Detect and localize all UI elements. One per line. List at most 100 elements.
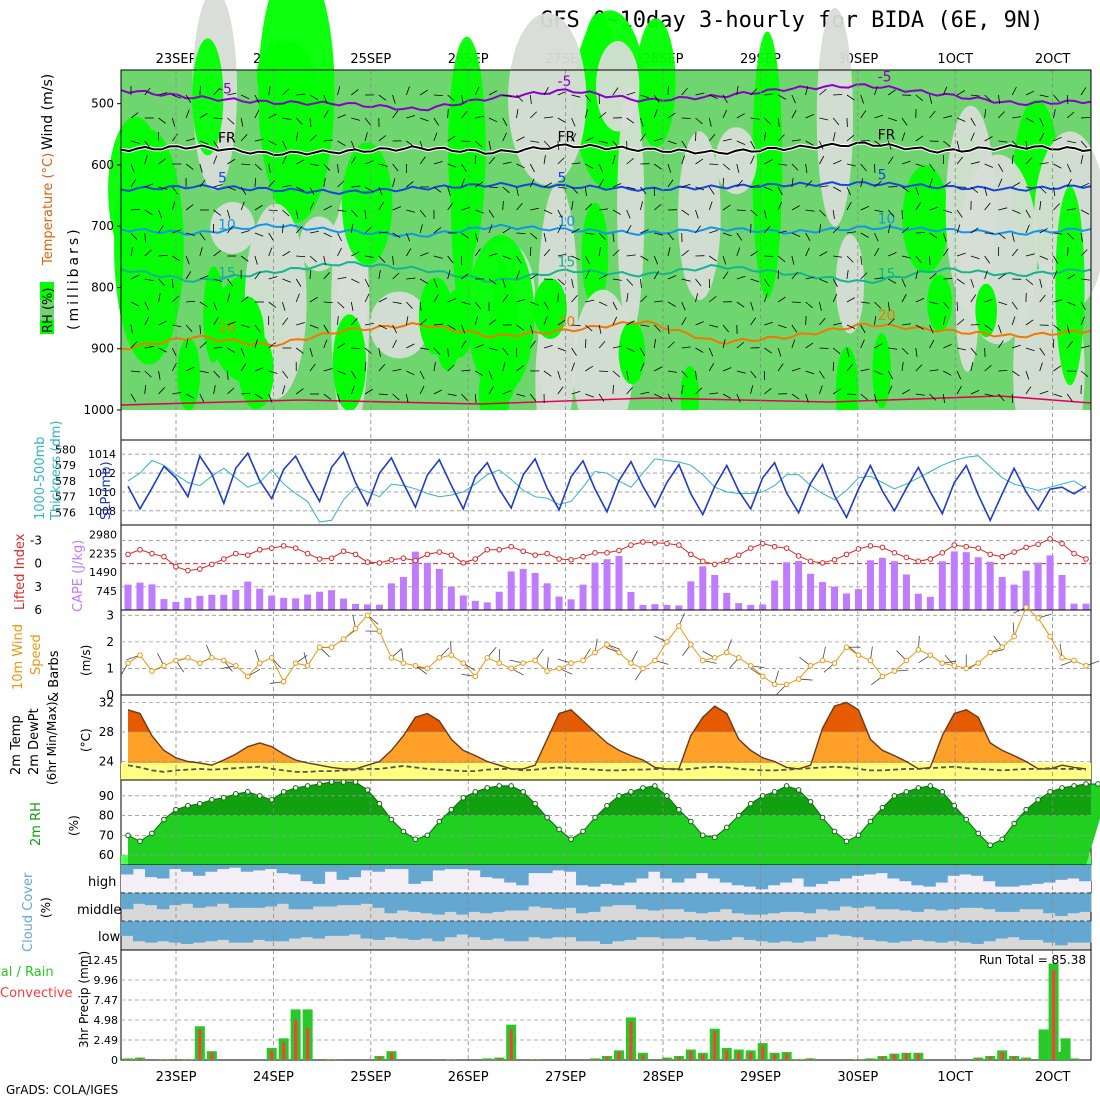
cape-bar (375, 604, 383, 610)
rh-line-point (676, 806, 682, 813)
wind-barb (185, 163, 194, 170)
cloud-bar (743, 865, 757, 887)
cloud-bar (408, 921, 421, 940)
rh-tick-label: 80 (99, 809, 114, 823)
cloud-bar (875, 865, 888, 874)
cloud-bar (995, 921, 1008, 939)
wind-barb (406, 301, 413, 309)
cape-bar (926, 596, 934, 610)
wind-barb (956, 209, 963, 218)
wind-speed-line-point (556, 665, 562, 672)
wind-barb (406, 277, 416, 280)
wind-barb (516, 163, 525, 169)
wind-barb (474, 181, 483, 188)
wind-barb (378, 393, 388, 396)
wind-speed-line-point (496, 660, 503, 666)
wind-barb (653, 94, 660, 103)
cloud-bar (635, 865, 649, 879)
wind-speed-line-point (879, 673, 886, 680)
thickness-tick-label: 579 (55, 459, 76, 472)
rh-line-point (855, 832, 862, 839)
wind-barb (956, 318, 965, 326)
wind-barb (1053, 324, 1061, 331)
temp-area-hot (128, 702, 986, 732)
wind-barb (929, 178, 933, 188)
cloud-bar (671, 865, 685, 883)
wind-barb (805, 393, 809, 403)
wind-barb (474, 86, 480, 96)
wind-barb (722, 204, 731, 211)
wind-barb (901, 293, 907, 303)
lifted-index-line-point (867, 543, 874, 549)
wind-barb (832, 293, 838, 303)
cape-bar (208, 594, 216, 610)
wind-barb (295, 209, 299, 219)
wind-speed-line-point (999, 644, 1005, 650)
wind-speed-line-point (1059, 655, 1065, 661)
wind-barb (433, 132, 438, 142)
precip-tick-label: 12.45 (87, 954, 119, 967)
wind-speed-line-point (292, 660, 299, 666)
wind-barb (681, 155, 686, 165)
wind-barb (709, 255, 717, 262)
wind-barb (1067, 208, 1077, 211)
xsec-tick-label: 700 (91, 219, 114, 233)
wind-barb (929, 393, 937, 401)
wind-barb (984, 186, 988, 196)
contour-black (120, 141, 1092, 157)
wind-barb (474, 316, 478, 326)
lifted-index-line-point (628, 542, 634, 548)
wind-barb (709, 296, 717, 303)
wind-barb (419, 252, 429, 257)
wind-barb (240, 186, 247, 195)
wind-barb (1039, 294, 1046, 303)
wind-barb (667, 324, 670, 334)
wind-barb (543, 182, 553, 188)
wind-barb (543, 344, 553, 349)
cloud-bar (168, 893, 182, 906)
cloud-bar (144, 921, 158, 943)
cloud-bar (1043, 893, 1056, 914)
cloud-bar (1007, 893, 1020, 912)
contour-label: 15 (558, 254, 576, 270)
cloud-bar (540, 921, 553, 939)
wind-barb (1025, 253, 1035, 257)
temp-tick-label: 24 (99, 755, 114, 769)
lifted-index-line-point (855, 546, 862, 552)
rh-line-point (1035, 796, 1041, 803)
wind-barb (654, 366, 663, 372)
cloud-bar (839, 865, 852, 879)
wind-barb (240, 201, 245, 211)
lifted-index-line-point (747, 545, 754, 551)
wind-barb (722, 255, 727, 265)
cloud-bar (995, 865, 1008, 887)
wind-barb (130, 232, 138, 240)
wind-barb (1066, 393, 1073, 402)
wind-barb (612, 140, 619, 149)
rh-patch (596, 41, 640, 132)
rh-patch (902, 165, 949, 274)
wind-speed-line-point (903, 657, 910, 664)
lifted-index-line-point (927, 556, 934, 562)
wind-barb (502, 294, 509, 303)
lifted-index-line-point (891, 550, 898, 556)
wind-barb (323, 139, 333, 142)
wind-barb (226, 370, 229, 381)
wind-barb (199, 232, 206, 241)
wind-barb (998, 393, 1005, 402)
wind-barb (571, 255, 580, 261)
wind-barb (805, 232, 811, 242)
wind-barb (942, 248, 949, 257)
rh-line-point (975, 830, 982, 837)
cloud-bar (324, 921, 338, 936)
lifted-index-line-point (1011, 549, 1017, 555)
wind-barb (901, 362, 904, 372)
wind-speed-line-point (568, 660, 574, 666)
wind-barb (296, 186, 305, 192)
wind-barb (764, 186, 773, 192)
cloud-bar (1019, 893, 1032, 910)
wind-barb (1025, 90, 1035, 96)
wind-barb (819, 117, 829, 121)
cloud-bar (755, 865, 769, 890)
